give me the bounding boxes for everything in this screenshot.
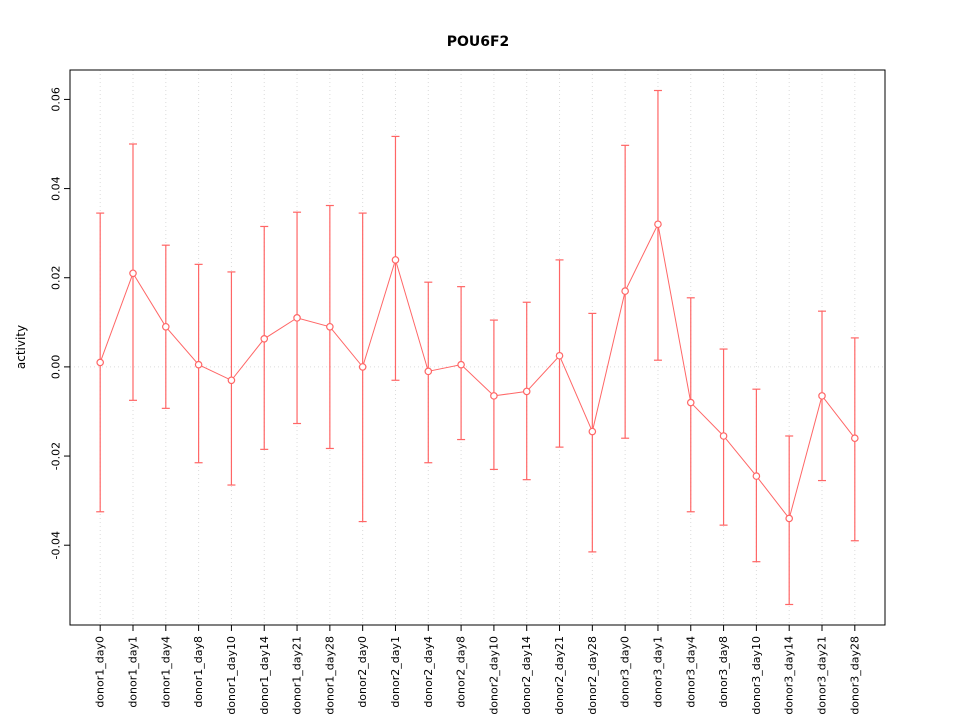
x-tick-label: donor1_day21 xyxy=(291,636,304,715)
plot-area: -0.04 -0.02 0.00 0.02 0.04 0.06 donor1_day0 don… xyxy=(50,69,886,715)
x-tick-label: donor3_day28 xyxy=(848,636,861,715)
x-tick-label: donor3_day4 xyxy=(684,636,697,708)
x-tick-label: donor1_day28 xyxy=(323,636,336,715)
data-point xyxy=(686,398,695,407)
data-point xyxy=(752,472,761,480)
data-point xyxy=(719,432,728,440)
y-tick-label: -0.04 xyxy=(50,531,63,559)
data-point xyxy=(162,322,170,331)
data-point xyxy=(522,387,531,396)
y-tick-label: 0.02 xyxy=(50,265,63,290)
data-point xyxy=(326,322,334,331)
x-tick-label: donor2_day28 xyxy=(586,636,599,715)
x-tick-label: donor1_day8 xyxy=(192,636,205,708)
data-point xyxy=(490,392,498,400)
y-tick-label: 0.04 xyxy=(50,176,63,201)
x-tick-label: donor1_day10 xyxy=(225,636,238,715)
data-point xyxy=(260,335,269,343)
data-point xyxy=(654,220,662,229)
x-tick-label: donor2_day14 xyxy=(520,636,533,715)
data-point xyxy=(194,360,203,369)
x-tick-label: donor2_day10 xyxy=(487,636,500,715)
x-tick-label: donor3_day8 xyxy=(717,636,730,708)
data-point xyxy=(785,514,793,523)
x-tick-label: donor3_day0 xyxy=(619,636,632,708)
data-point xyxy=(424,367,433,376)
data-point xyxy=(96,358,104,367)
y-axis-label: activity xyxy=(14,325,28,369)
x-tick-label: donor1_day14 xyxy=(258,636,271,715)
data-point xyxy=(129,269,137,278)
plot-box xyxy=(69,69,886,626)
data-point xyxy=(555,351,564,360)
data-point xyxy=(457,360,465,369)
x-tick-label: donor1_day0 xyxy=(94,636,107,708)
y-tick-label: 0.00 xyxy=(50,355,63,380)
x-tick-label: donor2_day4 xyxy=(422,636,435,708)
x-tick-label: donor2_day8 xyxy=(455,636,468,708)
x-tick-label: donor2_day21 xyxy=(553,636,566,715)
x-tick-label: donor2_day0 xyxy=(356,636,369,708)
data-point xyxy=(818,392,826,400)
data-point xyxy=(588,427,597,436)
x-tick-label: donor2_day1 xyxy=(389,636,402,708)
x-tick-label: donor3_day10 xyxy=(750,636,763,715)
x-tick-label: donor3_day14 xyxy=(783,636,796,715)
x-tick-label: donor1_day1 xyxy=(127,636,140,708)
data-point xyxy=(358,363,367,371)
x-tick-label: donor3_day21 xyxy=(816,636,829,715)
data-point xyxy=(621,287,629,295)
y-tick-label: 0.06 xyxy=(50,87,63,112)
chart-title: POU6F2 xyxy=(447,34,510,50)
data-point xyxy=(227,376,236,385)
x-tick-label: donor3_day1 xyxy=(651,636,664,708)
data-point xyxy=(391,256,400,264)
x-tick-label: donor1_day4 xyxy=(159,636,172,708)
series-line xyxy=(99,222,856,520)
data-point xyxy=(293,314,301,322)
y-tick-label: -0.02 xyxy=(50,442,63,470)
data-point xyxy=(851,434,859,443)
